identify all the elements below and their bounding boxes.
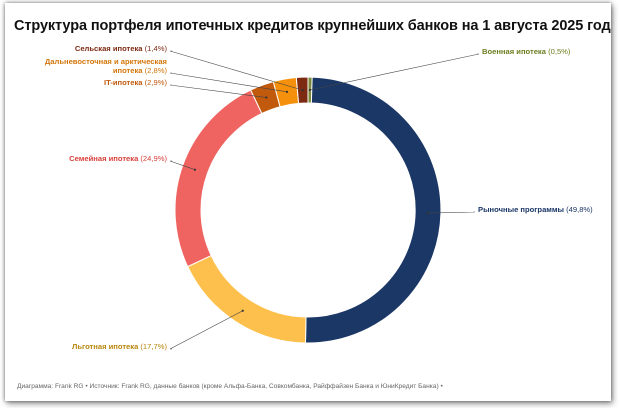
slice-label-fareast: Дальневосточная и арктическая ипотека (2,… — [45, 57, 168, 75]
chart-title: Структура портфеля ипотечных кредитов кр… — [14, 18, 611, 34]
leader-line-fareast — [169, 72, 288, 93]
slice-label-military: Военная ипотека (0,5%) — [482, 47, 571, 56]
leader-dot-family — [193, 168, 197, 171]
slice-name-military: Военная ипотека — [482, 47, 547, 56]
leader-line-military — [309, 53, 480, 91]
slice-name-market: Рыночные программы — [478, 205, 564, 214]
slice-preferential — [186, 254, 307, 344]
chart-footer: Диаграмма: Frank RG • Источник: Frank RG… — [17, 383, 443, 390]
leader-dot-preferential — [241, 309, 244, 312]
leader-line-it — [169, 84, 267, 98]
slice-market — [304, 76, 442, 344]
leader-line-family — [169, 160, 196, 170]
leader-dot-market — [426, 211, 430, 215]
slice-name-family: Семейная ипотека — [69, 154, 139, 163]
slice-label-market: Рыночные программы (49,8%) — [478, 205, 593, 214]
slice-value-military: (0,5%) — [546, 47, 571, 56]
slice-value-rural: (1,4%) — [143, 44, 168, 53]
slice-value-family: (24,9%) — [138, 154, 167, 163]
leader-dot-rural — [301, 89, 304, 92]
leader-lines — [169, 50, 480, 350]
slice-family — [174, 89, 263, 268]
slice-value-market: (49,8%) — [564, 205, 593, 214]
leader-dot-it — [265, 96, 268, 99]
slice-name-preferential: Льготная ипотека — [72, 342, 139, 351]
slice-labels: Военная ипотека (0,5%) Рыночные программы… — [45, 44, 593, 351]
slice-label-family: Семейная ипотека (24,9%) — [69, 154, 167, 163]
slice-label-rural: Сельская ипотека (1,4%) — [75, 44, 168, 53]
slices-layer — [174, 76, 442, 344]
leader-dot-military — [308, 88, 311, 92]
slice-name-rural: Сельская ипотека — [75, 44, 143, 53]
slice-value-fareast: (2,8%) — [143, 66, 168, 75]
slice-value-it: (2,9%) — [143, 78, 168, 87]
chart-frame: Структура портфеля ипотечных кредитов кр… — [5, 3, 611, 401]
slice-label-preferential: Льготная ипотека (17,7%) — [72, 342, 167, 351]
leader-dot-fareast — [285, 90, 289, 93]
slice-name-fareast: ипотека — [113, 66, 143, 75]
slice-name-fareast: Дальневосточная и арктическая — [45, 57, 167, 66]
leader-line-market — [427, 211, 476, 214]
leader-line-rural — [169, 50, 303, 91]
donut-chart: Военная ипотека (0,5%) Рыночные программы… — [45, 44, 593, 351]
slice-label-it: IT-ипотека (2,9%) — [104, 78, 167, 87]
slice-name-it: IT-ипотека — [104, 78, 143, 87]
leader-line-preferential — [169, 310, 243, 350]
slice-value-preferential: (17,7%) — [138, 342, 167, 351]
